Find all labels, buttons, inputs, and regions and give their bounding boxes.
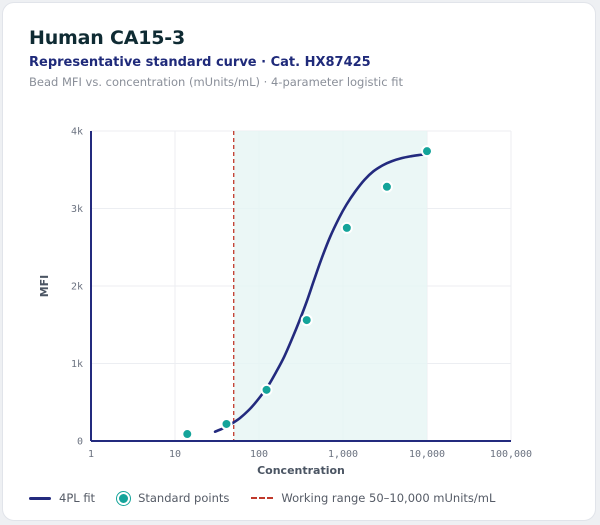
standard-point [300,314,313,327]
legend-range-swatch [251,497,274,499]
legend: 4PL fit Standard points Working range 50… [29,491,517,505]
legend-points-label: Standard points [138,491,230,505]
y-tick-label: 0 [77,437,83,448]
standard-points [181,145,433,441]
x-axis-label: Concentration [257,464,345,477]
legend-range-label: Working range 50–10,000 mUnits/mL [281,491,496,505]
x-tick-label: 10 [169,449,181,460]
legend-points-swatch [117,491,131,505]
x-tick-labels: 1 10 100 1,000 10,000 100,000 [88,449,532,460]
legend-fit-label: 4PL fit [59,491,96,505]
axes [90,131,511,442]
standard-point [380,180,393,193]
chart-card: Human CA15-3 Representative standard cur… [2,2,596,521]
legend-item-range: Working range 50–10,000 mUnits/mL [251,491,495,505]
chart-caption: Bead MFI vs. concentration (mUnits/mL) ·… [29,75,403,89]
chart-subtitle: Representative standard curve · Cat. HX8… [29,55,371,70]
chart-title: Human CA15-3 [29,27,185,49]
x-tick-label: 100 [250,449,268,460]
legend-item-fit: 4PL fit [29,491,95,505]
standard-curve-plot: 1 10 100 1,000 10,000 100,000 0 1k 2k 3k 4k Conce… [38,127,532,478]
legend-item-points: Standard points [117,491,229,505]
standard-point [421,145,433,158]
y-tick-label: 3k [71,204,83,215]
legend-fit-swatch [29,496,51,500]
y-axis-label: MFI [38,275,51,298]
standard-point [181,428,194,441]
x-tick-label: 100,000 [490,449,532,460]
x-tick-label: 1 [88,449,94,460]
y-tick-label: 4k [71,127,83,138]
standard-point [340,221,353,234]
y-tick-label: 2k [71,282,83,293]
standard-point [220,417,233,430]
fit-line-4pl [213,152,429,433]
x-tick-label: 1,000 [328,449,358,460]
y-tick-label: 1k [71,359,83,370]
y-tick-labels: 0 1k 2k 3k 4k [71,127,83,448]
standard-point [260,383,273,396]
x-tick-label: 10,000 [409,449,445,460]
